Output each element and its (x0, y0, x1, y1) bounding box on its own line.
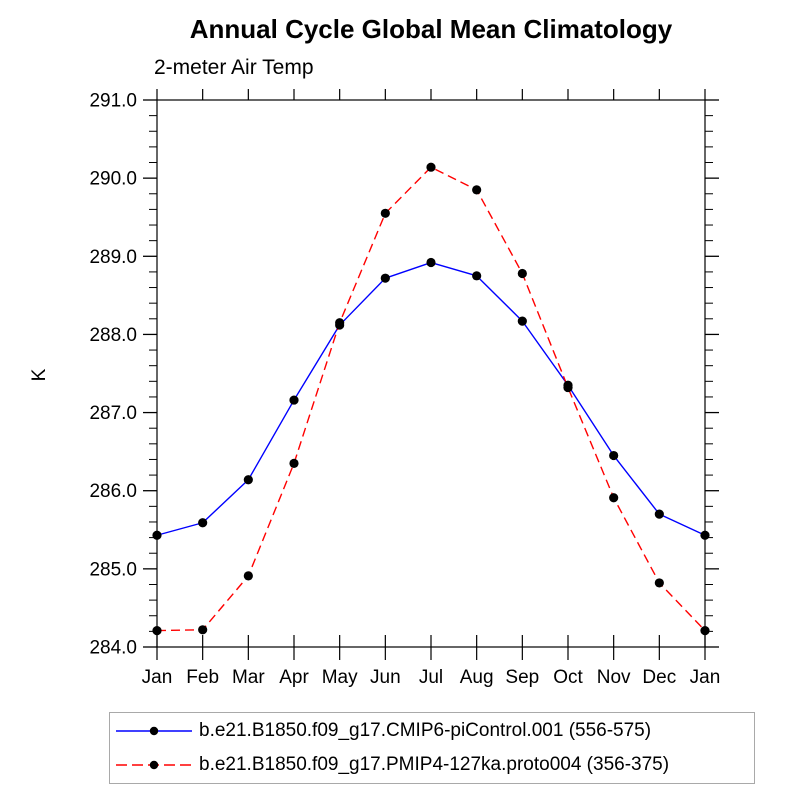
data-point-marker (243, 475, 253, 485)
x-tick-label: May (322, 667, 358, 688)
y-tick-label: 291.0 (89, 91, 137, 112)
data-point-marker (380, 208, 390, 218)
data-point-marker (700, 530, 710, 540)
y-tick-label: 285.0 (89, 559, 137, 580)
data-point-marker (609, 450, 619, 461)
legend-marker-dot (149, 726, 159, 736)
x-tick-label: Dec (642, 667, 676, 688)
data-point-marker (563, 382, 573, 393)
x-tick-label: Jun (370, 667, 401, 688)
x-tick-label: Feb (186, 667, 219, 688)
data-point-marker (517, 316, 527, 326)
data-point-marker (335, 318, 345, 328)
data-point-marker (152, 530, 162, 540)
x-tick-label: Apr (279, 667, 309, 688)
x-tick-label: Sep (505, 667, 539, 688)
data-point-marker (289, 458, 299, 468)
data-point-marker (380, 273, 390, 283)
series-line-1 (156, 166, 706, 632)
data-point-marker (654, 509, 664, 519)
plot-border (156, 99, 706, 648)
y-tick-label: 286.0 (89, 481, 137, 502)
y-tick-label: 290.0 (89, 169, 137, 190)
x-tick-label: Aug (460, 667, 494, 688)
y-tick-label: 288.0 (89, 325, 137, 346)
legend-marker-dot (149, 760, 159, 770)
data-point-marker (198, 625, 208, 635)
x-tick-label: Mar (232, 667, 265, 688)
legend-item: b.e21.B1850.f09_g17.PMIP4-127ka.proto004… (110, 748, 754, 782)
data-point-marker (198, 518, 208, 528)
y-tick-label: 287.0 (89, 403, 137, 424)
chart-title: Annual Cycle Global Mean Climatology (189, 14, 673, 44)
chart-canvas: Jan Feb Mar Apr May Jun Jul Aug Sep Oct Nov Dec Jan2… (89, 89, 721, 688)
chart-subtitle: 2-meter Air Temp (154, 56, 314, 79)
legend-item: b.e21.B1850.f09_g17.CMIP6-piControl.001 … (110, 714, 754, 748)
x-tick-label: Nov (597, 667, 631, 688)
data-point-marker (654, 578, 664, 588)
legend-label: b.e21.B1850.f09_g17.CMIP6-piControl.001 … (199, 720, 652, 741)
x-tick-label: Jul (419, 667, 443, 688)
data-point-marker (472, 185, 482, 195)
data-point-marker (289, 395, 299, 405)
series-line-0 (156, 261, 706, 536)
x-tick-label: Oct (553, 667, 583, 688)
data-point-marker (700, 625, 710, 636)
data-point-marker (517, 268, 527, 279)
data-point-marker (152, 625, 162, 636)
legend-label: b.e21.B1850.f09_g17.PMIP4-127ka.proto004… (199, 754, 670, 775)
x-tick-label: Jan (690, 667, 721, 688)
legend: b.e21.B1850.f09_g17.CMIP6-piControl.001 … (109, 712, 755, 784)
data-point-marker (609, 493, 619, 503)
data-point-marker (243, 571, 253, 581)
y-tick-label: 284.0 (89, 638, 137, 659)
x-tick-label: Jan (142, 667, 173, 688)
legend-line-sample-solid (116, 726, 192, 736)
legend-line-sample-dashed (116, 760, 192, 770)
data-point-marker (472, 271, 482, 281)
data-point-marker (426, 257, 436, 268)
data-point-marker (426, 162, 436, 172)
y-tick-label: 289.0 (89, 247, 137, 268)
